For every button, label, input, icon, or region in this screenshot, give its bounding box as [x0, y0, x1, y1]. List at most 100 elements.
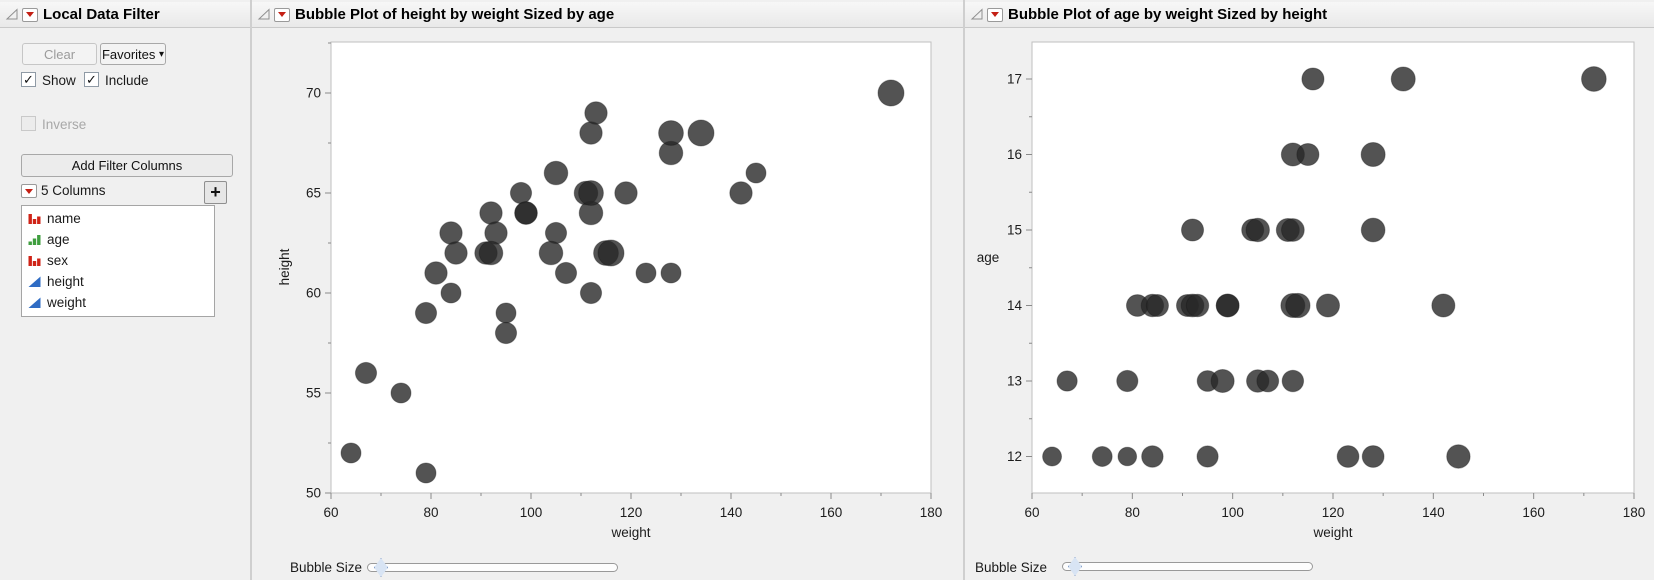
- bubble[interactable]: [1360, 217, 1386, 243]
- collapse-triangle-icon[interactable]: [5, 8, 19, 21]
- bubble[interactable]: [660, 262, 682, 284]
- y-axis-title: age: [977, 250, 1000, 265]
- bubble[interactable]: [578, 180, 604, 206]
- bubble[interactable]: [424, 261, 448, 285]
- y-tick-label: 14: [1007, 298, 1023, 313]
- bubble[interactable]: [484, 221, 508, 245]
- height-by-weight-chart[interactable]: 60 80 100 120 140 160 180 50 55 60 65 70 height weigh…: [252, 30, 963, 580]
- bubble[interactable]: [495, 302, 517, 324]
- bubble[interactable]: [1360, 141, 1386, 168]
- bubble[interactable]: [584, 101, 608, 125]
- x-tick-label: 140: [1422, 505, 1445, 520]
- bubble[interactable]: [1196, 445, 1219, 468]
- bubble[interactable]: [1042, 446, 1063, 467]
- bubble[interactable]: [414, 301, 438, 325]
- column-item-weight[interactable]: weight: [22, 292, 214, 313]
- bubble[interactable]: [1390, 66, 1416, 92]
- bubble[interactable]: [543, 160, 569, 186]
- plot-area[interactable]: [1031, 41, 1635, 494]
- bubble[interactable]: [1256, 369, 1280, 393]
- age-by-weight-chart[interactable]: 60 80 100 120 140 160 180 12 13 14 15 16 17 age weight: [965, 30, 1654, 580]
- bubble[interactable]: [415, 462, 437, 484]
- bubble[interactable]: [439, 221, 463, 245]
- bubble[interactable]: [877, 79, 905, 107]
- column-item-height[interactable]: height: [22, 271, 214, 292]
- bubble-size-slider-thumb[interactable]: [1068, 557, 1082, 576]
- bubble[interactable]: [390, 382, 412, 404]
- bubble[interactable]: [635, 262, 657, 284]
- bubble[interactable]: [479, 201, 503, 225]
- bubble[interactable]: [1117, 446, 1138, 467]
- bubble[interactable]: [1446, 444, 1471, 469]
- bubble[interactable]: [440, 282, 462, 304]
- check-icon: ✓: [86, 71, 97, 87]
- column-item-sex[interactable]: sex: [22, 250, 214, 271]
- bubble[interactable]: [1581, 66, 1607, 92]
- collapse-triangle-icon[interactable]: [257, 8, 271, 21]
- bubble[interactable]: [579, 281, 603, 305]
- clear-button[interactable]: Clear: [22, 43, 97, 65]
- panel-separator[interactable]: [963, 0, 965, 580]
- red-menu-icon[interactable]: [22, 7, 38, 22]
- show-checkbox[interactable]: ✓: [21, 72, 36, 87]
- panel-separator[interactable]: [250, 0, 252, 580]
- bubble[interactable]: [614, 181, 638, 205]
- bubble-size-label: Bubble Size: [289, 560, 362, 575]
- filter-panel-header: Local Data Filter: [0, 2, 250, 28]
- bubble[interactable]: [538, 240, 564, 266]
- x-tick-label: 180: [1623, 505, 1646, 520]
- favorites-button[interactable]: Favorites ▾: [100, 43, 166, 65]
- bubble[interactable]: [1091, 446, 1113, 467]
- column-item-age[interactable]: age: [22, 229, 214, 250]
- bubble[interactable]: [658, 120, 684, 146]
- bubble[interactable]: [1361, 445, 1385, 468]
- bubble[interactable]: [1301, 67, 1325, 91]
- y-tick-label: 16: [1007, 147, 1022, 162]
- bubble[interactable]: [554, 261, 578, 285]
- bubble-size-slider-thumb[interactable]: [374, 558, 388, 577]
- bubble[interactable]: [354, 361, 378, 385]
- bubble[interactable]: [478, 240, 504, 266]
- bubble[interactable]: [444, 241, 468, 265]
- include-checkbox[interactable]: ✓: [84, 72, 99, 87]
- bubble[interactable]: [1185, 293, 1210, 318]
- bubble[interactable]: [1116, 369, 1139, 393]
- bubble[interactable]: [1281, 369, 1305, 393]
- bubble[interactable]: [1245, 217, 1270, 243]
- add-column-plus-button[interactable]: +: [204, 181, 227, 204]
- ordinal-column-icon: [28, 235, 41, 245]
- bubble[interactable]: [579, 121, 603, 145]
- bubble[interactable]: [1145, 293, 1169, 318]
- bubble[interactable]: [729, 181, 753, 205]
- bubble[interactable]: [514, 201, 538, 225]
- bubble[interactable]: [1280, 218, 1305, 242]
- plot-area[interactable]: [330, 41, 932, 494]
- bubble[interactable]: [1210, 368, 1235, 394]
- red-menu-icon[interactable]: [274, 7, 290, 22]
- inverse-checkbox[interactable]: [21, 116, 36, 131]
- bubble[interactable]: [1431, 293, 1456, 318]
- bubble[interactable]: [1285, 292, 1311, 319]
- bubble[interactable]: [1180, 218, 1205, 242]
- bubble[interactable]: [340, 442, 362, 464]
- columns-menu-icon[interactable]: [21, 184, 37, 198]
- bubble[interactable]: [1141, 445, 1164, 468]
- bubble[interactable]: [745, 162, 767, 184]
- bubble[interactable]: [1056, 370, 1078, 392]
- y-axis-title: height: [277, 248, 292, 285]
- bubble-size-slider[interactable]: [367, 563, 618, 572]
- bubble[interactable]: [1315, 293, 1341, 318]
- red-menu-icon[interactable]: [987, 7, 1003, 22]
- column-item-name[interactable]: name: [22, 208, 214, 229]
- add-filter-columns-button[interactable]: Add Filter Columns: [21, 154, 233, 177]
- collapse-triangle-icon[interactable]: [970, 8, 984, 21]
- bubble[interactable]: [687, 119, 715, 147]
- bubble[interactable]: [494, 321, 518, 345]
- bubble[interactable]: [1336, 445, 1360, 468]
- bubble[interactable]: [597, 239, 625, 267]
- bubble[interactable]: [1215, 293, 1240, 318]
- bubble[interactable]: [1296, 142, 1320, 167]
- bubble[interactable]: [509, 181, 533, 205]
- bubble[interactable]: [544, 221, 568, 245]
- bubble-size-slider[interactable]: [1062, 562, 1313, 571]
